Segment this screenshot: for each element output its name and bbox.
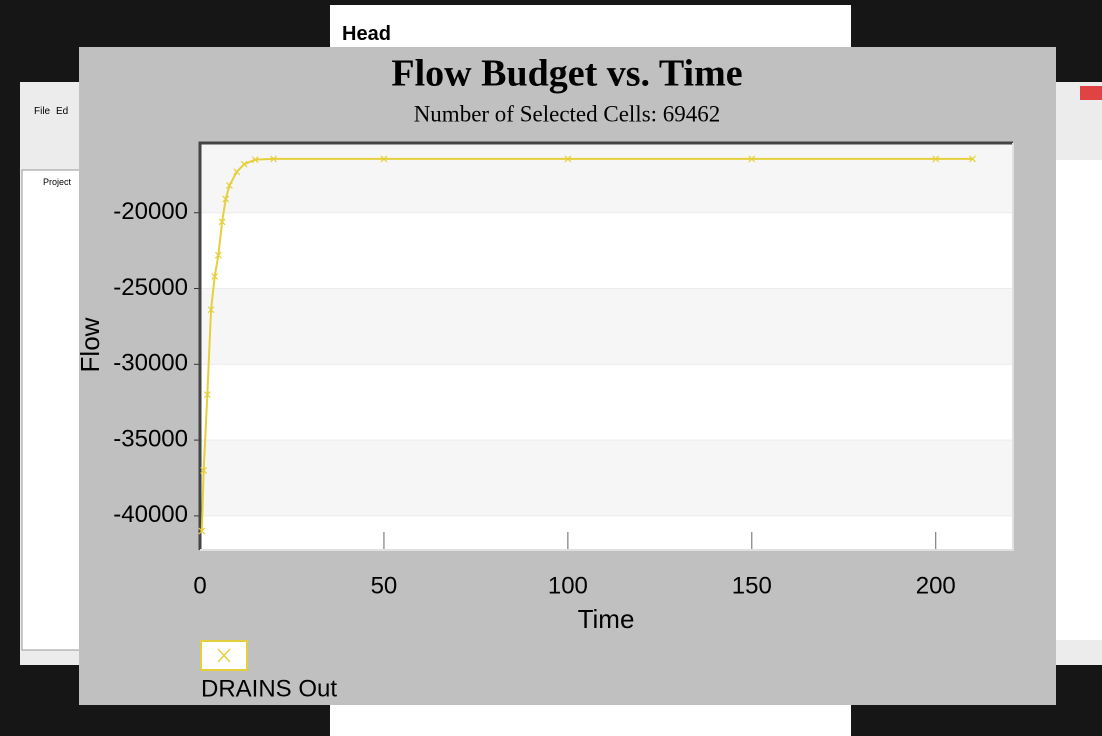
- x-tick-label: 50: [371, 572, 398, 599]
- chart-subtitle: Number of Selected Cells: 69462: [414, 101, 721, 126]
- x-tick-label: 0: [193, 572, 206, 599]
- screen: File Ed Project Head Flow Budget vs. Tim…: [0, 0, 1102, 736]
- x-axis-label: Time: [578, 604, 635, 634]
- y-tick-label: -30000: [113, 350, 188, 377]
- y-tick-label: -35000: [113, 425, 188, 452]
- page: File Ed Project Head Flow Budget vs. Tim…: [0, 0, 1102, 736]
- grid-band: [200, 289, 1013, 365]
- grid-band: [200, 440, 1013, 516]
- y-tick-label: -40000: [113, 501, 188, 528]
- menu-edit[interactable]: Ed: [56, 106, 68, 117]
- y-tick-label: -25000: [113, 274, 188, 301]
- x-tick-label: 200: [916, 572, 956, 599]
- right-panel: [1056, 160, 1102, 640]
- tree-panel: [22, 170, 82, 650]
- grid-band: [200, 143, 1013, 213]
- chart-title: Flow Budget vs. Time: [391, 53, 742, 95]
- window-title: Head: [342, 23, 391, 45]
- menu-file[interactable]: File: [34, 106, 51, 117]
- tree-root[interactable]: Project: [43, 177, 72, 187]
- y-tick-label: -20000: [113, 198, 188, 225]
- legend-label: DRAINS Out: [201, 675, 337, 702]
- x-tick-label: 150: [732, 572, 772, 599]
- x-tick-label: 100: [548, 572, 588, 599]
- close-button[interactable]: [1080, 86, 1102, 100]
- y-axis-label: Flow: [75, 317, 105, 372]
